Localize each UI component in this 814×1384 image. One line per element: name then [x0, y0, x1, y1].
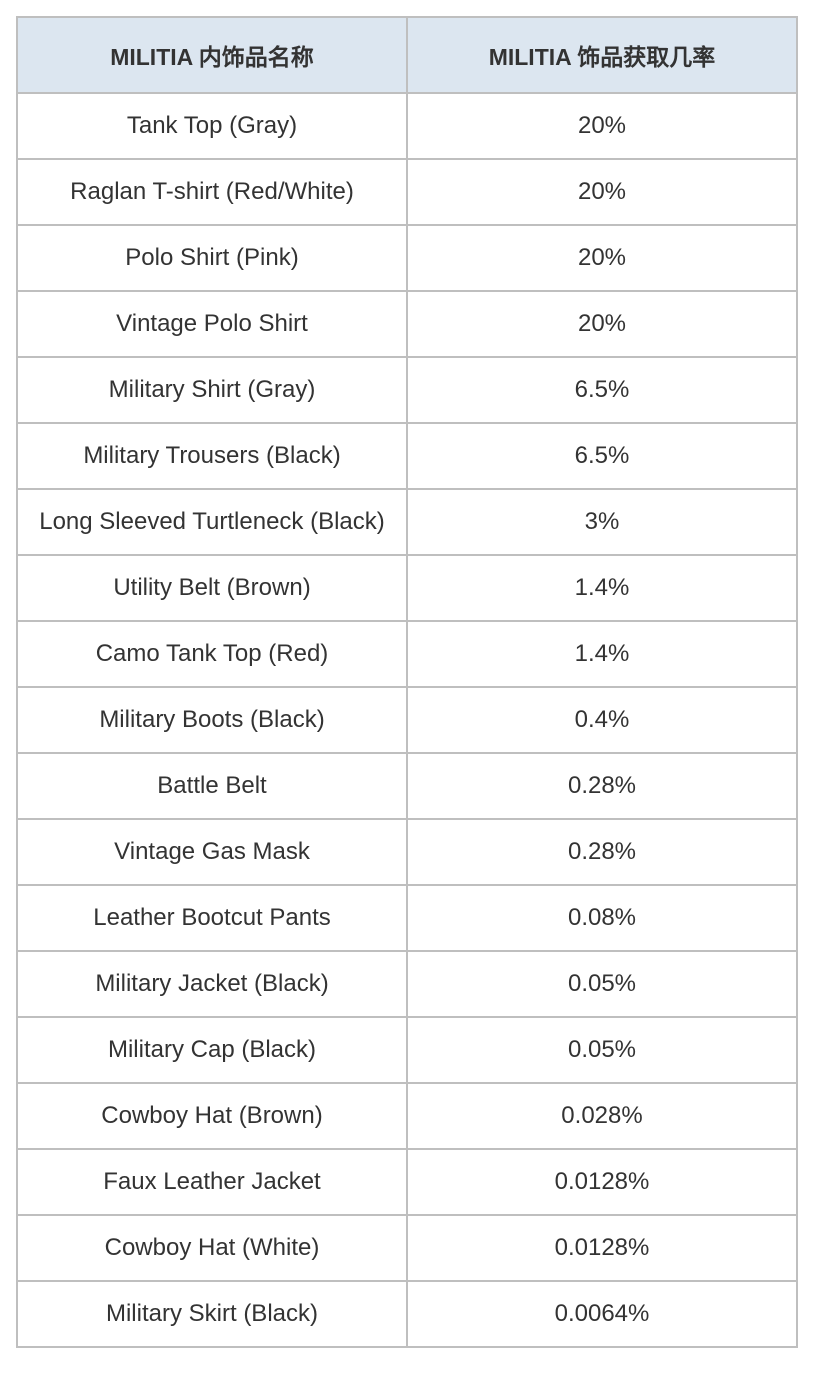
item-rate-cell: 0.05%: [407, 951, 797, 1017]
column-header-name: MILITIA 内饰品名称: [17, 17, 407, 93]
item-rate-cell: 20%: [407, 225, 797, 291]
item-name-cell: Camo Tank Top (Red): [17, 621, 407, 687]
table-row: Vintage Polo Shirt20%: [17, 291, 797, 357]
table-row: Long Sleeved Turtleneck (Black)3%: [17, 489, 797, 555]
table-row: Military Cap (Black)0.05%: [17, 1017, 797, 1083]
item-rate-cell: 0.028%: [407, 1083, 797, 1149]
item-name-cell: Vintage Gas Mask: [17, 819, 407, 885]
item-rate-cell: 0.0128%: [407, 1215, 797, 1281]
item-rate-cell: 0.0128%: [407, 1149, 797, 1215]
table-header-row: MILITIA 内饰品名称 MILITIA 饰品获取几率: [17, 17, 797, 93]
item-rate-cell: 0.28%: [407, 753, 797, 819]
table-row: Battle Belt0.28%: [17, 753, 797, 819]
item-name-cell: Cowboy Hat (Brown): [17, 1083, 407, 1149]
table-row: Polo Shirt (Pink)20%: [17, 225, 797, 291]
item-rate-cell: 1.4%: [407, 621, 797, 687]
table-row: Raglan T-shirt (Red/White)20%: [17, 159, 797, 225]
table-row: Leather Bootcut Pants0.08%: [17, 885, 797, 951]
item-name-cell: Vintage Polo Shirt: [17, 291, 407, 357]
item-name-cell: Polo Shirt (Pink): [17, 225, 407, 291]
item-name-cell: Raglan T-shirt (Red/White): [17, 159, 407, 225]
table-row: Tank Top (Gray)20%: [17, 93, 797, 159]
item-name-cell: Military Jacket (Black): [17, 951, 407, 1017]
table-row: Cowboy Hat (Brown)0.028%: [17, 1083, 797, 1149]
item-name-cell: Military Boots (Black): [17, 687, 407, 753]
item-name-cell: Battle Belt: [17, 753, 407, 819]
item-rate-cell: 0.05%: [407, 1017, 797, 1083]
item-name-cell: Leather Bootcut Pants: [17, 885, 407, 951]
item-name-cell: Military Trousers (Black): [17, 423, 407, 489]
item-name-cell: Utility Belt (Brown): [17, 555, 407, 621]
item-name-cell: Cowboy Hat (White): [17, 1215, 407, 1281]
item-name-cell: Tank Top (Gray): [17, 93, 407, 159]
item-name-cell: Long Sleeved Turtleneck (Black): [17, 489, 407, 555]
item-name-cell: Military Cap (Black): [17, 1017, 407, 1083]
item-name-cell: Military Skirt (Black): [17, 1281, 407, 1347]
item-name-cell: Faux Leather Jacket: [17, 1149, 407, 1215]
item-rate-cell: 3%: [407, 489, 797, 555]
table-row: Military Skirt (Black)0.0064%: [17, 1281, 797, 1347]
table-row: Military Jacket (Black)0.05%: [17, 951, 797, 1017]
table-row: Military Shirt (Gray)6.5%: [17, 357, 797, 423]
table-row: Military Trousers (Black)6.5%: [17, 423, 797, 489]
column-header-rate: MILITIA 饰品获取几率: [407, 17, 797, 93]
drop-rate-table: MILITIA 内饰品名称 MILITIA 饰品获取几率 Tank Top (G…: [16, 16, 798, 1348]
item-rate-cell: 6.5%: [407, 423, 797, 489]
item-rate-cell: 0.08%: [407, 885, 797, 951]
item-rate-cell: 20%: [407, 291, 797, 357]
item-rate-cell: 1.4%: [407, 555, 797, 621]
table-row: Cowboy Hat (White)0.0128%: [17, 1215, 797, 1281]
item-rate-cell: 0.28%: [407, 819, 797, 885]
table-row: Vintage Gas Mask0.28%: [17, 819, 797, 885]
item-rate-cell: 0.0064%: [407, 1281, 797, 1347]
table-row: Faux Leather Jacket0.0128%: [17, 1149, 797, 1215]
table-row: Camo Tank Top (Red)1.4%: [17, 621, 797, 687]
item-rate-cell: 6.5%: [407, 357, 797, 423]
item-rate-cell: 0.4%: [407, 687, 797, 753]
table-row: Utility Belt (Brown)1.4%: [17, 555, 797, 621]
item-name-cell: Military Shirt (Gray): [17, 357, 407, 423]
item-rate-cell: 20%: [407, 159, 797, 225]
table-row: Military Boots (Black)0.4%: [17, 687, 797, 753]
table-body: Tank Top (Gray)20% Raglan T-shirt (Red/W…: [17, 93, 797, 1347]
item-rate-cell: 20%: [407, 93, 797, 159]
